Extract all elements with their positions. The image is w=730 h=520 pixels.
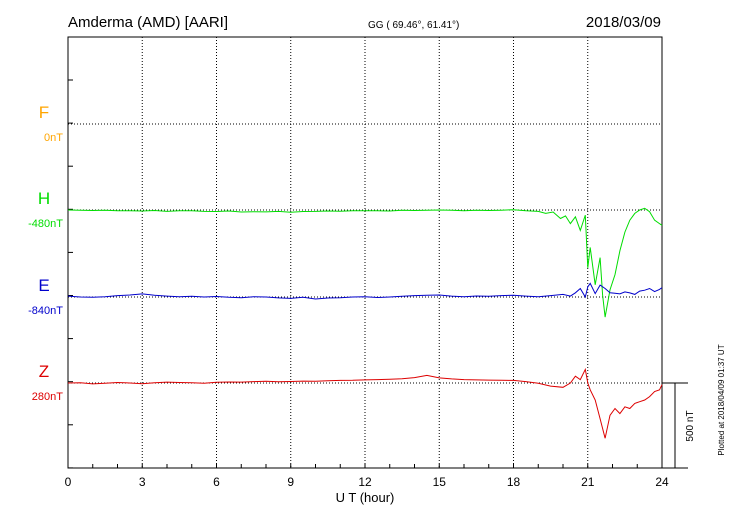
x-axis-label: U T (hour) <box>336 490 395 505</box>
series-labels: F 0nT H -480nT E -840nT Z 280nT <box>28 103 63 403</box>
x-tick-label: 0 <box>65 475 72 489</box>
x-tick-label: 6 <box>213 475 220 489</box>
x-tick-label: 24 <box>655 475 669 489</box>
x-tick-label: 15 <box>433 475 447 489</box>
series-line-z <box>67 367 663 439</box>
scale-bar <box>662 382 688 469</box>
axis-ticks <box>67 79 663 469</box>
station-title: Amderma (AMD) [AARI] <box>68 14 228 31</box>
series-baseline-e: -840nT <box>28 305 63 317</box>
x-tick-label: 18 <box>507 475 521 489</box>
x-tick-label: 21 <box>581 475 595 489</box>
series-baseline-z: 280nT <box>32 391 63 403</box>
series-line-h <box>67 207 663 318</box>
series-name-f: F <box>39 103 49 122</box>
plot-date: 2018/03/09 <box>586 14 661 31</box>
x-tick-labels: 0 3 6 9 12 15 18 21 24 <box>65 475 669 489</box>
x-tick-label: 12 <box>358 475 372 489</box>
scale-bar-label: 500 nT <box>685 410 696 441</box>
series-name-h: H <box>38 189 50 208</box>
series-baseline-h: -480nT <box>28 218 63 230</box>
series-line-e <box>67 282 663 300</box>
plotted-timestamp: Plotted at 2018/04/09 01:37 UT <box>717 344 726 455</box>
series-name-z: Z <box>39 362 49 381</box>
series-name-e: E <box>38 276 49 295</box>
x-tick-label: 9 <box>287 475 294 489</box>
vertical-gridlines <box>141 37 589 468</box>
x-tick-label: 3 <box>139 475 146 489</box>
series-lines <box>67 207 663 439</box>
station-coords: GG ( 69.46°, 61.41°) <box>368 20 459 31</box>
series-baseline-f: 0nT <box>44 132 63 144</box>
